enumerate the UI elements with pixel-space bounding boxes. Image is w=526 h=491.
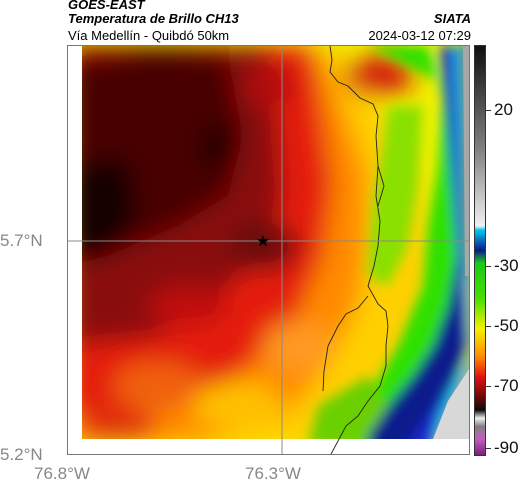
colorbar-tick bbox=[486, 266, 491, 267]
colorbar-label-20: 20 bbox=[494, 100, 513, 119]
graticule-lines bbox=[68, 46, 469, 454]
colorbar-label-minus70: -70 bbox=[494, 376, 519, 395]
coastline-borders bbox=[322, 46, 389, 454]
colorbar-gradient bbox=[475, 46, 485, 455]
lon-label-76.3: 76.3°W bbox=[245, 464, 301, 483]
colorbar-tick bbox=[486, 448, 491, 449]
colorbar-tick bbox=[486, 326, 491, 327]
region-subtitle: Vía Medellín - Quibdó 50km bbox=[68, 28, 230, 43]
lon-label-76.8: 76.8°W bbox=[34, 464, 90, 483]
colorbar-label-minus90: -90 bbox=[494, 438, 519, 457]
colorbar-tick bbox=[486, 110, 491, 111]
map-panel bbox=[67, 45, 470, 455]
star-icon bbox=[256, 235, 270, 247]
brightness-temperature-map bbox=[68, 46, 469, 454]
colorbar-tick bbox=[486, 386, 491, 387]
lat-label-5.7: 5.7°N bbox=[0, 231, 43, 250]
product-title: Temperatura de Brillo CH13 bbox=[68, 11, 239, 26]
colorbar-label-minus50: -50 bbox=[494, 316, 519, 335]
satellite-title: GOES-EAST bbox=[68, 0, 145, 12]
lat-label-5.2: 5.2°N bbox=[0, 445, 43, 464]
datetime-label: 2024-03-12 07:29 bbox=[368, 28, 471, 43]
colorbar bbox=[474, 45, 486, 456]
temperature-field bbox=[82, 46, 469, 439]
colorbar-label-minus30: -30 bbox=[494, 256, 519, 275]
source-label: SIATA bbox=[433, 11, 471, 26]
